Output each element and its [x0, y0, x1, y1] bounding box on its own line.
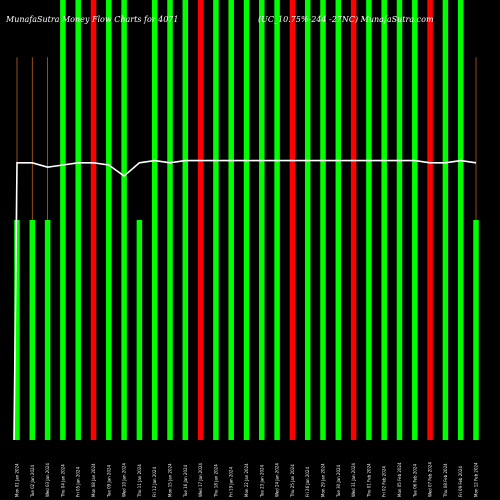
x-tick-label: Mon 29 Jan 2024 — [321, 463, 326, 497]
x-tick-label: Wed 03 Jan 2024 — [45, 463, 50, 497]
bar — [106, 0, 112, 440]
bar — [167, 0, 173, 440]
bar — [412, 0, 418, 440]
bar — [213, 0, 219, 440]
bar — [320, 0, 326, 440]
bar — [136, 220, 143, 440]
x-tick-label: Tue 30 Jan 2024 — [336, 464, 341, 498]
x-tick-label: Thu 01 Feb 2024 — [366, 463, 371, 498]
x-tick-label: Thu 11 Jan 2024 — [137, 464, 142, 498]
bar — [396, 0, 403, 440]
bar — [457, 0, 464, 440]
x-tick-label: Thu 04 Jan 2024 — [60, 464, 65, 498]
x-tick-label: Thu 08 Feb 2024 — [443, 463, 448, 498]
bar — [274, 0, 280, 440]
x-tick-label: Tue 23 Jan 2024 — [259, 464, 264, 498]
bar — [90, 0, 97, 440]
chart-subtitle: (UC_10.75%-244 -27NC) MunafaSutra.com — [258, 15, 434, 24]
x-tick-label: Mon 01 Jan 2024 — [15, 463, 20, 497]
x-tick-label: Tue 06 Feb 2024 — [412, 464, 417, 498]
x-tick-label: Mon 05 Feb 2024 — [397, 462, 402, 497]
x-tick-label: Mon 08 Jan 2024 — [91, 463, 96, 497]
bar — [228, 0, 234, 440]
bar — [182, 0, 189, 440]
bar — [259, 0, 265, 440]
x-tick-label: Mon 12 Feb 2024 — [474, 462, 479, 497]
bar — [473, 220, 479, 440]
x-tick-label: Thu 25 Jan 2024 — [290, 464, 295, 498]
bar — [442, 0, 449, 440]
x-tick-label: Wed 07 Feb 2024 — [428, 462, 433, 497]
x-tick-label: Fri 02 Feb 2024 — [382, 466, 387, 497]
x-tick-label: Fri 12 Jan 2024 — [152, 467, 157, 497]
x-tick-label: Wed 31 Jan 2024 — [351, 463, 356, 497]
bar — [381, 0, 387, 440]
bar — [366, 0, 372, 440]
money-flow-line — [13, 159, 477, 441]
x-tick-label: Mon 15 Jan 2024 — [168, 463, 173, 497]
bar — [121, 0, 127, 440]
tick-label-layer: Mon 01 Jan 2024 Tue 02 Jan 2024 Wed 03 Jan… — [15, 462, 479, 498]
x-tick-label: Wed 17 Jan 2024 — [198, 463, 203, 497]
x-tick-label: Fri 26 Jan 2024 — [305, 467, 310, 497]
x-tick-label: Thu 18 Jan 2024 — [213, 464, 218, 498]
x-tick-label: Wed 24 Jan 2024 — [275, 463, 280, 497]
x-tick-label: Fri 19 Jan 2024 — [229, 467, 234, 497]
x-tick-label: Tue 09 Jan 2024 — [106, 464, 111, 498]
line-layer — [13, 159, 477, 441]
bar — [197, 0, 204, 440]
x-tick-label: Fri 09 Feb 2024 — [458, 466, 463, 497]
x-tick-label: Wed 10 Jan 2024 — [122, 463, 127, 497]
bar — [14, 220, 20, 440]
bar — [289, 0, 296, 440]
bar — [75, 0, 81, 440]
chart-title: MunafaSutra Money Flow Charts for 4071 — [5, 15, 179, 24]
x-tick-label: Fri 05 Jan 2024 — [76, 467, 81, 497]
x-tick-label: Tue 16 Jan 2024 — [183, 464, 188, 498]
bar — [243, 0, 250, 440]
bar — [60, 0, 66, 440]
x-tick-label: Mon 22 Jan 2024 — [244, 463, 249, 497]
bar — [29, 220, 36, 440]
bar — [350, 0, 357, 440]
bar — [44, 220, 51, 440]
bar — [151, 0, 158, 440]
bar-layer — [14, 0, 479, 440]
x-tick-label: Tue 02 Jan 2024 — [30, 464, 35, 498]
bar — [427, 0, 433, 440]
bar — [335, 0, 342, 440]
bar — [304, 0, 311, 440]
